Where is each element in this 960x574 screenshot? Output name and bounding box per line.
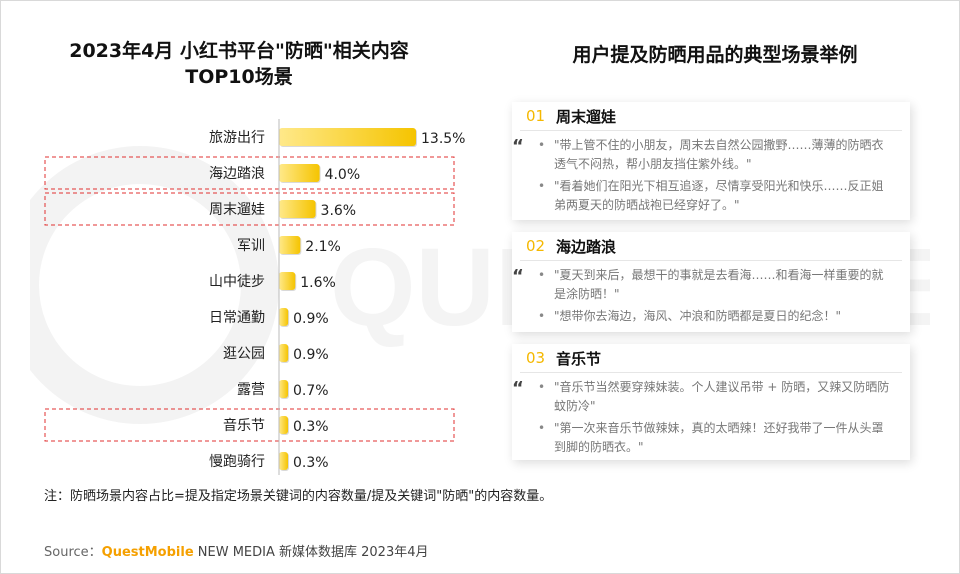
category-label: 日常通勤: [209, 310, 265, 326]
source-line: Source：QuestMobile NEW MEDIA 新媒体数据库 2023…: [44, 541, 429, 560]
quote-mark-icon: “: [512, 266, 524, 287]
bullet-icon: •: [538, 421, 546, 435]
examples-title: 用户提及防晒用品的典型场景举例: [572, 44, 858, 66]
quote-item: • "音乐节当然要穿辣妹装。个人建议吊带 + 防晒，又辣又防晒防蚊防冷": [528, 378, 894, 416]
quote-text: "带上管不住的小朋友，周末去自然公园撒野……薄薄的防晒衣透气不闷热，帮小朋友挡住…: [554, 138, 884, 171]
bar: [279, 416, 288, 434]
value-label: 0.7%: [293, 383, 329, 399]
scenario-card: 02 海边踏浪 “ • "夏天到来后，最想干的事就是去看海……和看海一样重要的就是涂防晒…: [512, 232, 910, 332]
category-label: 海边踏浪: [209, 166, 265, 182]
card-title: 周末遛娃: [556, 108, 617, 126]
card-divider: [520, 372, 902, 373]
source-prefix: Source：: [44, 545, 102, 560]
bullet-icon: •: [538, 380, 546, 394]
value-label: 3.6%: [321, 203, 357, 219]
value-label: 0.3%: [293, 419, 329, 435]
quote-text: "想带你去海边，海风、冲浪和防晒都是夏日的纪念！": [554, 309, 842, 323]
bullet-icon: •: [538, 309, 546, 323]
card-quotes: • "带上管不住的小朋友，周末去自然公园撒野……薄薄的防晒衣透气不闷热，帮小朋友挡…: [528, 136, 894, 218]
footnote: 注：防晒场景内容占比=提及指定场景关键词的内容数量/提及关键词"防晒"的内容数量…: [44, 489, 553, 504]
card-title: 海边踏浪: [556, 238, 617, 256]
highlight-box: [44, 408, 455, 442]
quote-mark-icon: “: [512, 378, 524, 399]
quote-text: "第一次来音乐节做辣妹，真的太晒辣！还好我带了一件从头罩到脚的防晒衣。": [554, 421, 884, 454]
card-divider: [520, 130, 902, 131]
card-number: 02: [526, 237, 546, 255]
card-quotes: • "夏天到来后，最想干的事就是去看海……和看海一样重要的就是涂防晒！" • "想带你…: [528, 266, 894, 329]
quote-item: • "第一次来音乐节做辣妹，真的太晒辣！还好我带了一件从头罩到脚的防晒衣。": [528, 419, 894, 457]
value-label: 0.9%: [293, 347, 329, 363]
chart-title-line1: 2023年4月 小红书平台"防晒"相关内容: [69, 40, 409, 62]
category-label: 山中徒步: [209, 274, 265, 290]
category-label: 周末遛娃: [209, 202, 265, 218]
bullet-icon: •: [538, 179, 546, 193]
bar: [279, 164, 320, 182]
bar: [279, 236, 301, 254]
bar: [279, 344, 289, 362]
value-label: 2.1%: [305, 239, 341, 255]
value-label: 4.0%: [325, 167, 361, 183]
category-label: 军训: [237, 238, 265, 254]
highlight-box: [44, 192, 455, 226]
quote-item: • "夏天到来后，最想干的事就是去看海……和看海一样重要的就是涂防晒！": [528, 266, 894, 304]
scenario-card: 01 周末遛娃 “ • "带上管不住的小朋友，周末去自然公园撒野……薄薄的防晒衣透气不闷…: [512, 102, 910, 220]
card-number: 03: [526, 349, 546, 367]
category-label: 音乐节: [223, 417, 265, 434]
quote-item: • "带上管不住的小朋友，周末去自然公园撒野……薄薄的防晒衣透气不闷热，帮小朋友挡…: [528, 136, 894, 174]
category-label: 旅游出行: [209, 130, 265, 146]
bar-chart: 旅游出行 13.5% 海边踏浪 4.0% 周末遛娃 3.6% 军训 2.1% 山中徒步 1.6% 日…: [44, 119, 465, 475]
quote-item: • "想带你去海边，海风、冲浪和防晒都是夏日的纪念！": [528, 307, 894, 326]
card-number: 01: [526, 107, 546, 125]
quote-mark-icon: “: [512, 136, 524, 157]
bar: [279, 380, 288, 398]
source-rest: NEW MEDIA 新媒体数据库 2023年4月: [193, 545, 429, 560]
bullet-icon: •: [538, 138, 546, 152]
category-label: 慢跑骑行: [209, 453, 265, 470]
quote-text: "音乐节当然要穿辣妹装。个人建议吊带 + 防晒，又辣又防晒防蚊防冷": [554, 380, 890, 413]
quote-text: "夏天到来后，最想干的事就是去看海……和看海一样重要的就是涂防晒！": [554, 268, 884, 301]
quote-text: "看着她们在阳光下相互追逐，尽情享受阳光和快乐……反正姐弟两夏天的防晒战袍已经穿…: [554, 179, 884, 212]
category-label: 逛公园: [223, 346, 265, 362]
bar: [279, 128, 416, 146]
chart-title: 2023年4月 小红书平台"防晒"相关内容 TOP10场景: [24, 38, 454, 90]
chart-title-line2: TOP10场景: [185, 66, 293, 88]
scenario-card: 03 音乐节 “ • "音乐节当然要穿辣妹装。个人建议吊带 + 防晒，又辣又防晒防蚊防冷…: [512, 344, 910, 460]
value-label: 1.6%: [300, 275, 336, 291]
card-divider: [520, 260, 902, 261]
value-label: 0.9%: [293, 311, 329, 327]
card-title: 音乐节: [556, 350, 602, 368]
highlight-box: [44, 156, 455, 190]
bar: [279, 200, 316, 218]
category-label: 露营: [237, 382, 265, 398]
value-label: 13.5%: [421, 131, 465, 147]
source-brand: QuestMobile: [101, 545, 194, 560]
quote-item: • "看着她们在阳光下相互追逐，尽情享受阳光和快乐……反正姐弟两夏天的防晒战袍已经…: [528, 177, 894, 215]
bullet-icon: •: [538, 268, 546, 282]
bar: [279, 308, 289, 326]
bar: [279, 452, 288, 470]
bar: [279, 272, 296, 290]
card-quotes: • "音乐节当然要穿辣妹装。个人建议吊带 + 防晒，又辣又防晒防蚊防冷" • "第一次…: [528, 378, 894, 460]
value-label: 0.3%: [293, 455, 329, 471]
